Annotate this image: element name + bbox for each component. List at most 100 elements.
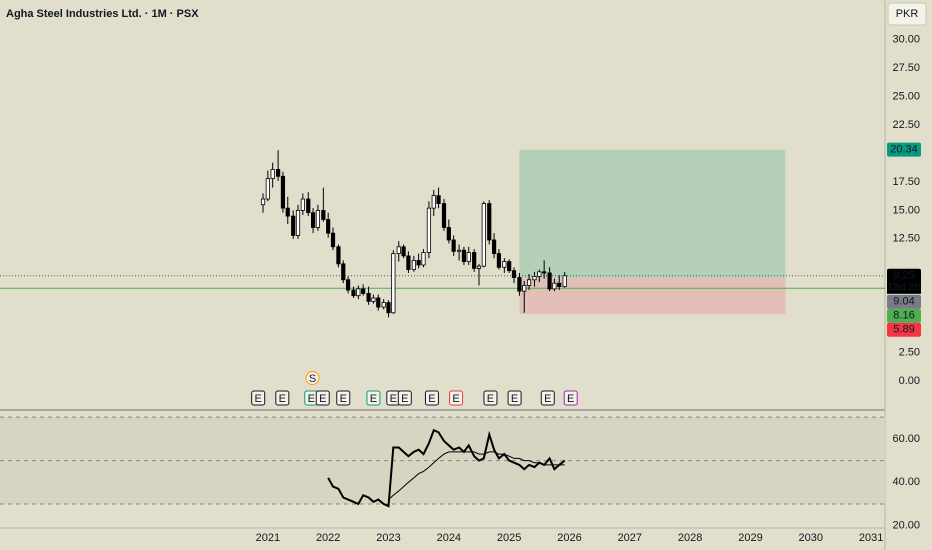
event-label: E (544, 393, 551, 405)
event-label: E (390, 393, 397, 405)
candle-body (386, 302, 391, 314)
candle-body (557, 282, 562, 288)
candle-body (472, 252, 477, 269)
candle-body (381, 302, 386, 308)
event-label: E (487, 393, 494, 405)
countdown-label: 18d 3h (887, 282, 921, 294)
candle-body (511, 270, 517, 278)
candle-body (276, 169, 281, 177)
price-tag-label: 20.34 (890, 144, 918, 156)
x-tick-label: 2029 (738, 532, 762, 544)
y-tick-label: 20.00 (892, 520, 920, 532)
y-tick-label: 60.00 (892, 433, 920, 445)
candle-body (306, 198, 311, 214)
y-tick-label: 15.00 (892, 204, 920, 216)
candle-body (461, 249, 467, 262)
event-label: E (452, 393, 459, 405)
candle-body (487, 203, 492, 241)
candle-body (416, 260, 421, 266)
x-tick-label: 2025 (497, 532, 521, 544)
y-tick-label: 40.00 (892, 476, 920, 488)
candle-body (406, 255, 411, 270)
currency-label: PKR (896, 8, 919, 20)
price-tag-label: 9.04 (893, 296, 914, 308)
event-marker (424, 390, 439, 406)
position-profit (519, 149, 786, 279)
event-label: E (279, 393, 286, 405)
event-marker (449, 390, 464, 406)
candle-body (436, 195, 441, 204)
candle-body (537, 271, 542, 277)
candle-body (552, 282, 557, 290)
event-marker (540, 390, 555, 406)
candle-body (431, 195, 436, 209)
candle-body (330, 232, 336, 248)
candle-body (326, 219, 331, 234)
event-label: E (567, 393, 574, 405)
x-tick-label: 2022 (316, 532, 340, 544)
oscillator-line (327, 428, 566, 508)
y-tick-label: 30.00 (892, 34, 920, 46)
candle-body (280, 175, 286, 209)
event-marker (315, 390, 330, 406)
countdown-tag (887, 281, 921, 294)
candle-body (526, 279, 532, 286)
candle-body (361, 288, 366, 294)
candle-body (260, 198, 266, 206)
event-marker (563, 390, 578, 406)
price-tag (887, 142, 921, 157)
candle-body (496, 253, 502, 268)
candle-body (456, 249, 462, 252)
currency-button[interactable] (887, 2, 927, 26)
event-label: E (370, 393, 377, 405)
price-tag (887, 294, 921, 309)
candle-body (376, 297, 381, 308)
candle-body (270, 169, 275, 179)
candle-body (502, 261, 507, 268)
event-label: E (255, 393, 262, 405)
candle-body (295, 210, 301, 236)
candle-body (356, 288, 361, 297)
candle-body (291, 215, 296, 236)
price-tag-label: 8.16 (893, 310, 914, 322)
oscillator-line (388, 451, 565, 500)
price-tag (887, 322, 921, 337)
x-tick-label: 2024 (437, 532, 461, 544)
event-label: E (340, 393, 347, 405)
event-label: E (511, 393, 518, 405)
candle-body (401, 246, 406, 257)
y-tick-label: 22.50 (892, 119, 920, 131)
candle-body (391, 253, 396, 314)
candle-body (336, 246, 341, 265)
y-tick-label: 12.50 (892, 233, 920, 245)
candle-body (481, 203, 486, 267)
candle-body (476, 265, 482, 269)
event-label: E (428, 393, 435, 405)
candle-body (411, 260, 416, 270)
candle-body (310, 212, 316, 228)
candle-body (451, 239, 456, 252)
event-marker (336, 390, 351, 406)
candle-body (396, 246, 401, 255)
candle-body (522, 285, 527, 292)
candle-body (341, 263, 346, 281)
candle-body (345, 279, 351, 291)
x-tick-label: 2021 (256, 532, 280, 544)
candle-body (507, 261, 512, 272)
x-tick-label: 2027 (618, 532, 642, 544)
event-marker (507, 390, 522, 406)
event-label: S (309, 373, 316, 385)
event-label: E (319, 393, 326, 405)
chart-title: Agha Steel Industries Ltd. · 1M · PSX (6, 8, 199, 20)
y-tick-label: 0.00 (899, 375, 920, 387)
event-marker (366, 390, 381, 406)
y-tick-label: 17.50 (892, 176, 920, 188)
event-marker (275, 390, 290, 406)
candle-body (371, 297, 376, 302)
candle-body (366, 293, 371, 302)
event-marker (305, 371, 320, 385)
event-marker (397, 390, 412, 406)
candle-body (532, 275, 537, 281)
x-tick-label: 2028 (678, 532, 702, 544)
candle-body (517, 277, 522, 292)
